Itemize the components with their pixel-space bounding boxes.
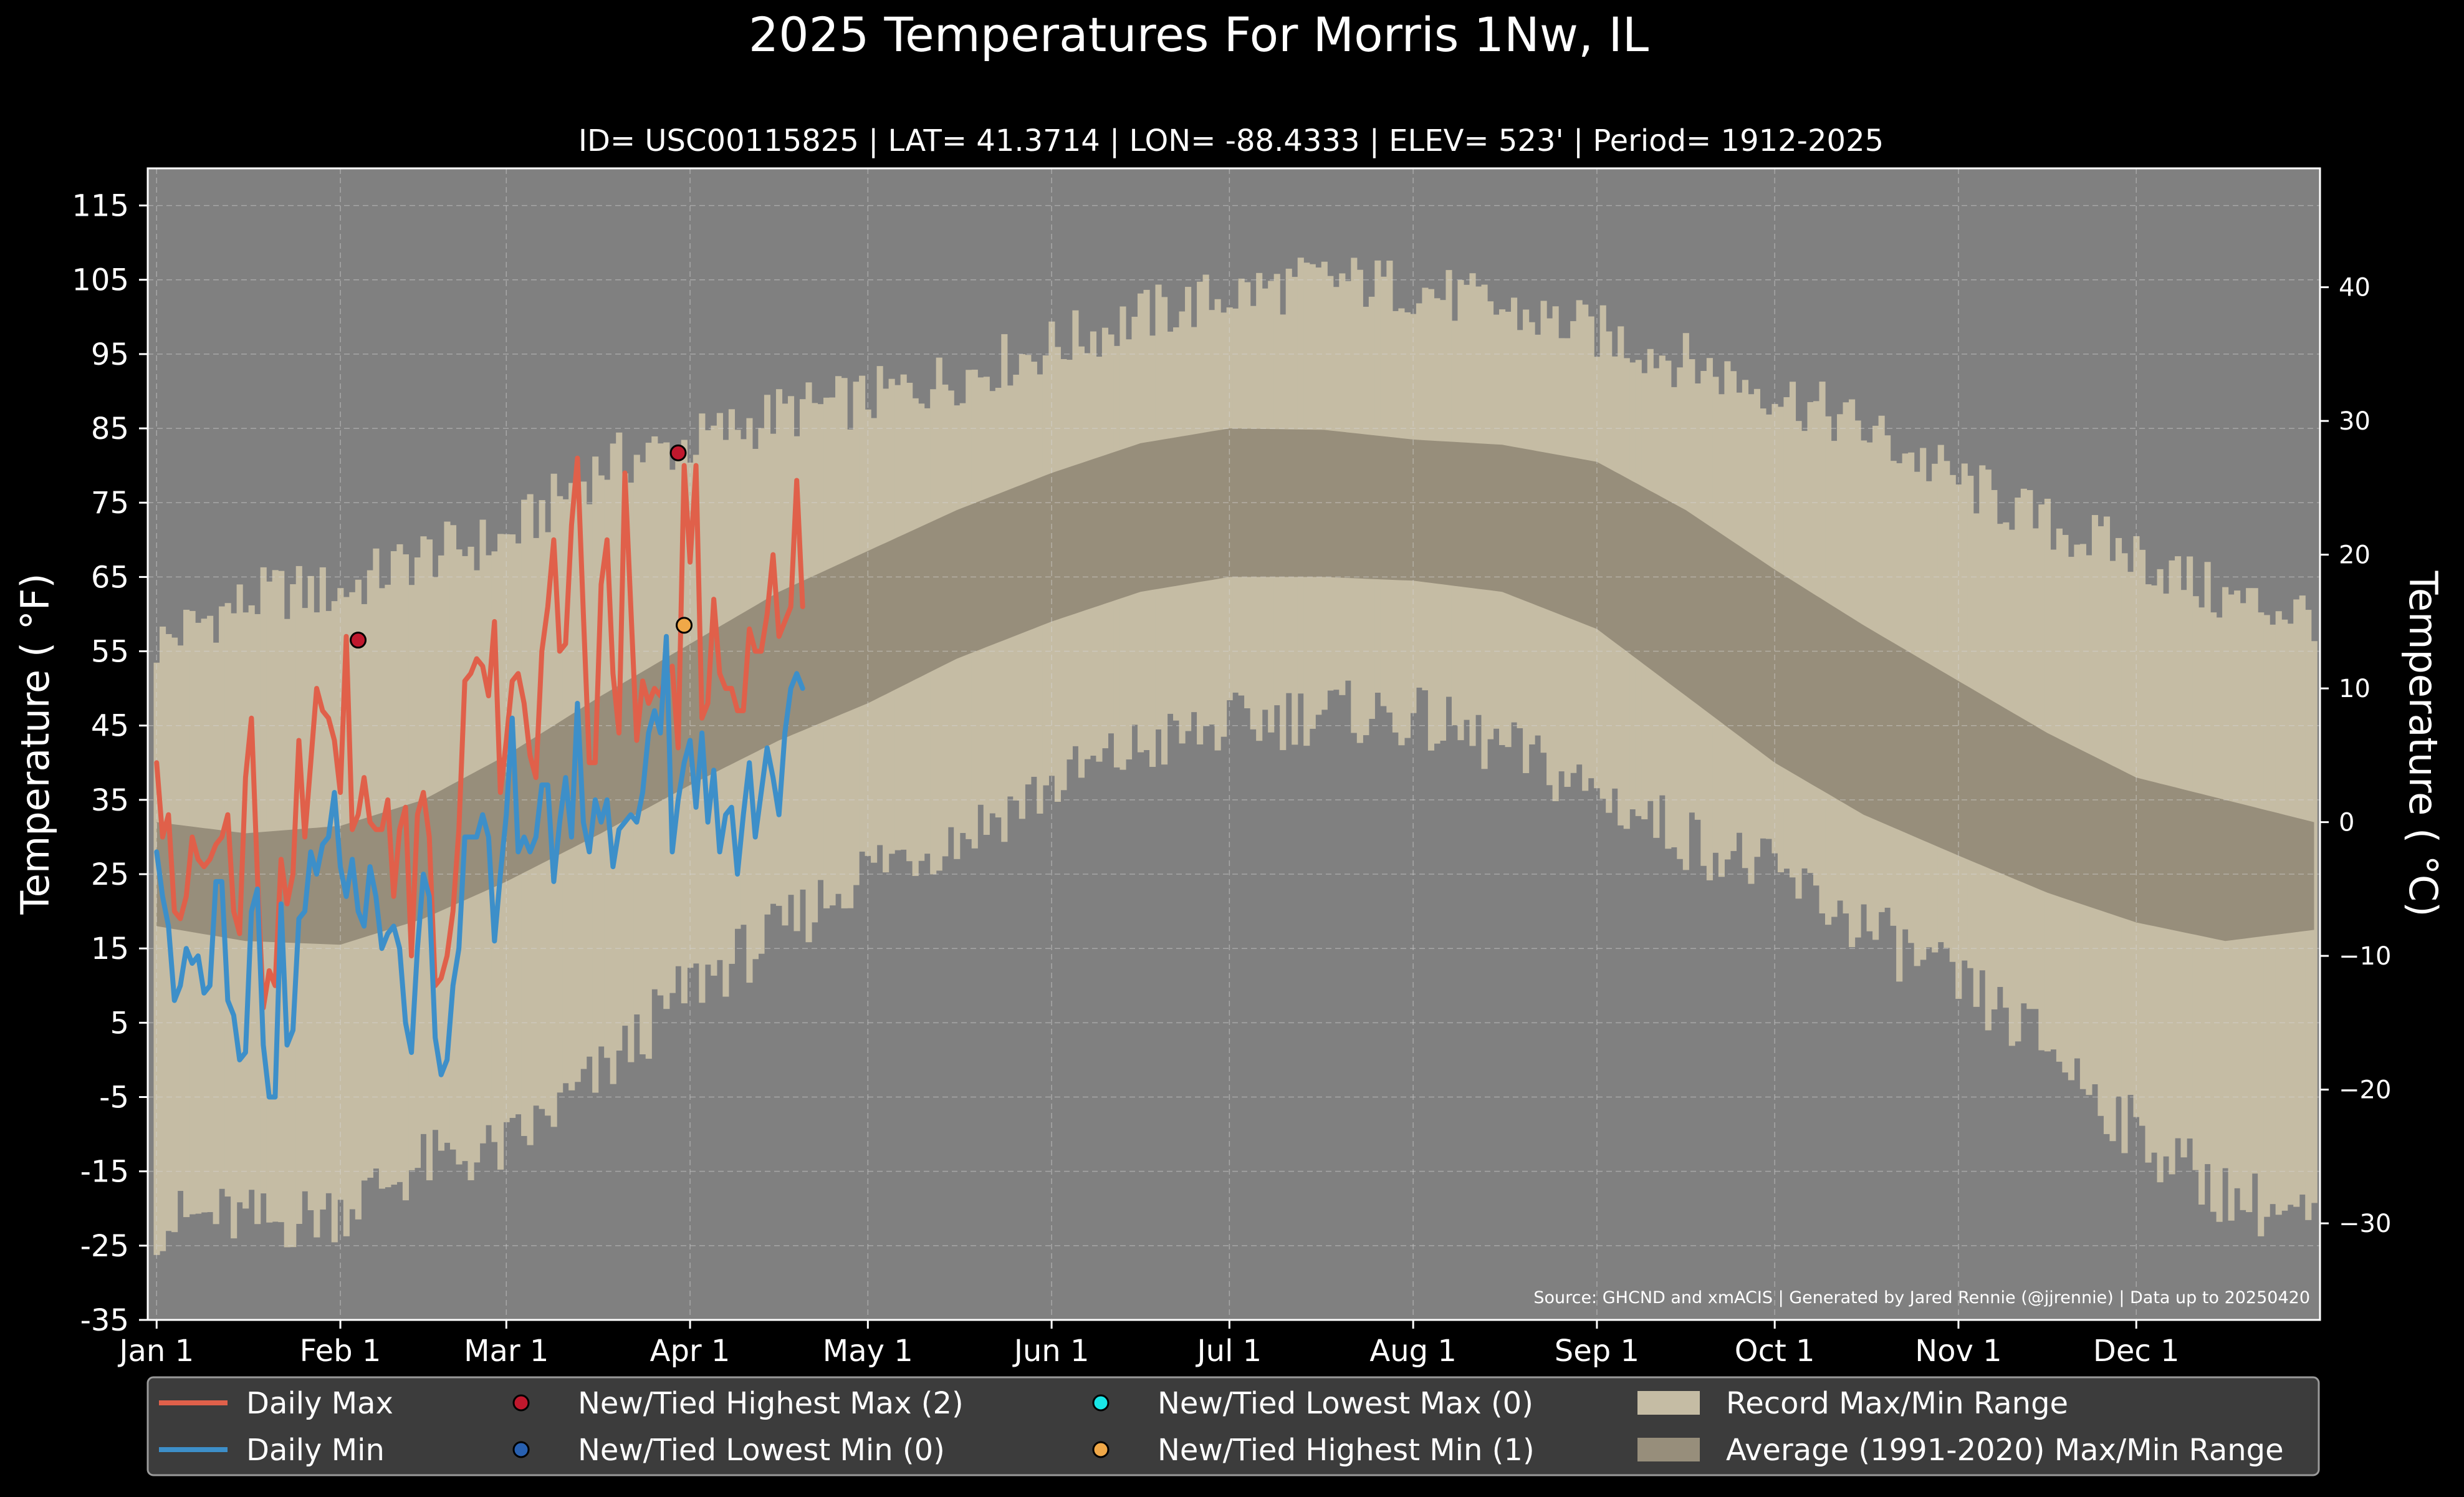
y-tick-label: 45	[91, 709, 129, 744]
chart-title: 2025 Temperatures For Morris 1Nw, IL	[749, 7, 1649, 62]
daily-min-line	[154, 633, 805, 1100]
plot-area: Source: GHCND and xmACIS | Generated by …	[146, 167, 2321, 1321]
x-tick-label: Jul 1	[1196, 1334, 1262, 1369]
legend-label: New/Tied Lowest Max (0)	[1158, 1386, 1533, 1421]
y2-tick-label: 40	[2339, 274, 2371, 302]
x-tick-label: Dec 1	[2093, 1334, 2180, 1369]
y-axis-label-right: Temperature ( °C)	[2400, 570, 2446, 917]
x-tick-label: Aug 1	[1369, 1334, 1457, 1369]
legend-swatch-dot	[512, 1441, 530, 1458]
x-tick-label: Feb 1	[300, 1334, 381, 1369]
y2-tick-label: 0	[2339, 809, 2354, 837]
legend-label: New/Tied Highest Min (1)	[1158, 1433, 1535, 1468]
y-tick-label: -15	[80, 1155, 129, 1190]
y-tick-label: 115	[72, 189, 129, 224]
legend-label: Average (1991-2020) Max/Min Range	[1726, 1433, 2284, 1468]
y2-tick-label: −10	[2339, 942, 2391, 971]
record-range-bar	[153, 662, 160, 1255]
record-marker	[350, 632, 367, 649]
x-tick-label: Oct 1	[1735, 1334, 1815, 1369]
legend-label: New/Tied Lowest Min (0)	[578, 1433, 945, 1468]
y-axis-right: 40 30 20 10 0 −10 −20 −30	[2320, 274, 2391, 1238]
legend-label: Daily Min	[246, 1433, 385, 1468]
y-tick-label: 85	[91, 412, 129, 446]
legend: Daily Max Daily Min New/Tied Highest Max (…	[146, 1376, 2320, 1476]
y-tick-label: -35	[80, 1303, 129, 1338]
legend-entries: Daily Max Daily Min New/Tied Highest Max (…	[159, 1386, 2284, 1468]
x-tick-label: May 1	[823, 1334, 913, 1369]
record-range-bar	[160, 626, 166, 1251]
y-axis-label-left: Temperature ( °F)	[12, 573, 58, 915]
source-note: Source: GHCND and xmACIS | Generated by …	[1533, 1288, 2310, 1307]
x-tick-label: Nov 1	[1915, 1334, 2001, 1369]
y-tick-label: -5	[99, 1081, 129, 1115]
daily-max-line	[154, 455, 805, 1011]
legend-swatch-patch	[1637, 1391, 1700, 1415]
legend-swatch-dot	[512, 1394, 530, 1412]
x-tick-label: Mar 1	[464, 1334, 549, 1369]
average-range-band	[156, 428, 2314, 945]
legend-box	[146, 1376, 2320, 1476]
y-tick-label: 95	[91, 337, 129, 372]
x-tick-label: Apr 1	[650, 1334, 731, 1369]
y-tick-label: 25	[91, 857, 129, 892]
chart-subtitle: ID= USC00115825 | LAT= 41.3714 | LON= -8…	[578, 123, 1884, 158]
x-tick-label: Jun 1	[1012, 1334, 1090, 1369]
y-tick-label: 65	[91, 560, 129, 595]
y-tick-label: 75	[91, 486, 129, 521]
y2-tick-label: 10	[2339, 675, 2371, 703]
record-range-bar	[171, 637, 178, 1233]
legend-label: Record Max/Min Range	[1726, 1386, 2068, 1421]
y2-tick-label: 20	[2339, 541, 2371, 570]
x-axis: Jan 1 Feb 1 Mar 1 Apr 1 May 1 Jun 1 Jul 1 Aug 1…	[117, 1320, 2180, 1369]
legend-label: New/Tied Highest Max (2)	[578, 1386, 964, 1421]
x-tick-label: Jan 1	[117, 1334, 194, 1369]
y2-tick-label: −20	[2339, 1076, 2391, 1105]
y2-tick-label: −30	[2339, 1210, 2391, 1238]
y-tick-label: 105	[72, 263, 129, 298]
record-range-bar	[2311, 641, 2318, 1203]
record-marker	[669, 444, 687, 461]
legend-swatch-dot	[1092, 1441, 1110, 1458]
record-marker	[676, 617, 693, 634]
record-markers	[350, 444, 693, 649]
legend-label: Daily Max	[246, 1386, 393, 1421]
y-tick-label: 55	[91, 635, 129, 670]
y-tick-label: -25	[80, 1229, 129, 1264]
x-tick-label: Sep 1	[1555, 1334, 1639, 1369]
legend-swatch-dot	[1092, 1394, 1110, 1412]
y-tick-label: 35	[91, 783, 129, 818]
plot-frame	[146, 167, 2321, 1321]
y-axis-left: 115 105 95 85 75 65 55 45 35 25 15 5 -5 -15 -25 -35	[72, 189, 148, 1338]
y2-tick-label: 30	[2339, 407, 2371, 436]
grid-lines	[148, 168, 2320, 1321]
legend-swatch-patch	[1637, 1438, 1700, 1461]
y-tick-label: 15	[91, 931, 129, 966]
y-tick-label: 5	[110, 1006, 129, 1041]
